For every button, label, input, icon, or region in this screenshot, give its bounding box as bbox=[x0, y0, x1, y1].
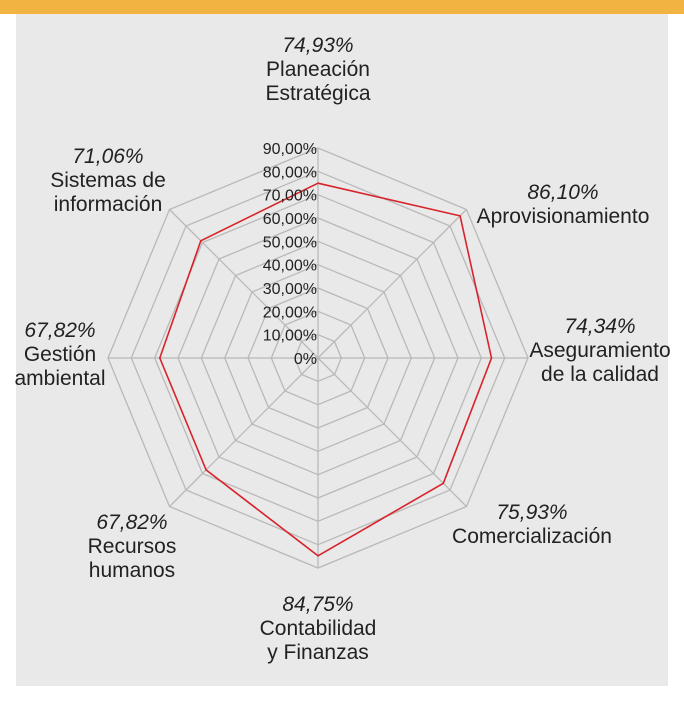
category-value-label: 67,82% bbox=[24, 319, 95, 342]
category-value-label: 71,06% bbox=[72, 145, 143, 168]
tick-label: 30,00% bbox=[263, 281, 317, 298]
chart-panel bbox=[16, 14, 668, 686]
category-name-label: ambiental bbox=[14, 367, 105, 390]
grid-spoke bbox=[169, 209, 319, 359]
data-point bbox=[200, 240, 202, 242]
grid-spoke bbox=[169, 357, 319, 507]
series-layer bbox=[158, 182, 493, 557]
category-value-label: 67,82% bbox=[96, 511, 167, 534]
category-name-label: Comercialización bbox=[452, 525, 612, 548]
data-point bbox=[205, 469, 207, 471]
category-name-label: y Finanzas bbox=[267, 641, 369, 664]
tick-label: 90,00% bbox=[263, 141, 317, 158]
data-point bbox=[317, 182, 319, 184]
tick-label: 80,00% bbox=[263, 164, 317, 181]
data-point bbox=[459, 215, 461, 217]
category-name-label: Aprovisionamiento bbox=[477, 205, 650, 228]
category-value-label: 74,34% bbox=[564, 315, 635, 338]
category-name-label: de la calidad bbox=[541, 363, 659, 386]
category-name-label: Estratégica bbox=[265, 82, 370, 105]
tick-label-layer: 0% 10,00% 20,00% 30,00% 40,00% 50,00% 60,00% 70… bbox=[263, 141, 317, 368]
data-point bbox=[442, 482, 445, 485]
category-name-label: información bbox=[54, 193, 163, 216]
tick-label: 60,00% bbox=[263, 211, 317, 228]
header-band bbox=[0, 0, 684, 14]
grid-spoke bbox=[317, 209, 467, 359]
data-point bbox=[317, 555, 319, 557]
category-value-label: 75,93% bbox=[496, 501, 567, 524]
tick-label: 50,00% bbox=[263, 234, 317, 251]
category-value-label: 84,75% bbox=[282, 593, 353, 616]
tick-label: 40,00% bbox=[263, 258, 317, 275]
category-name-label: Sistemas de bbox=[50, 169, 166, 192]
tick-label: 70,00% bbox=[263, 188, 317, 205]
grid-spoke bbox=[317, 357, 467, 507]
category-label: 75,93%Comercialización bbox=[452, 501, 612, 548]
tick-label: 20,00% bbox=[263, 304, 317, 321]
category-label: 86,10%Aprovisionamiento bbox=[477, 181, 650, 228]
category-name-label: Recursos bbox=[88, 535, 177, 558]
tick-label: 0% bbox=[294, 351, 317, 368]
tick-label: 10,00% bbox=[263, 328, 317, 345]
category-name-label: Contabilidad bbox=[260, 617, 377, 640]
category-name-label: Aseguramiento bbox=[529, 339, 670, 362]
category-name-label: Planeación bbox=[266, 58, 370, 81]
category-value-label: 74,93% bbox=[282, 34, 353, 57]
data-point bbox=[490, 357, 493, 359]
category-name-label: Gestión bbox=[24, 343, 96, 366]
category-name-label: humanos bbox=[89, 559, 175, 582]
grid-layer bbox=[107, 147, 529, 569]
data-point bbox=[159, 357, 161, 359]
category-value-label: 86,10% bbox=[527, 181, 598, 204]
